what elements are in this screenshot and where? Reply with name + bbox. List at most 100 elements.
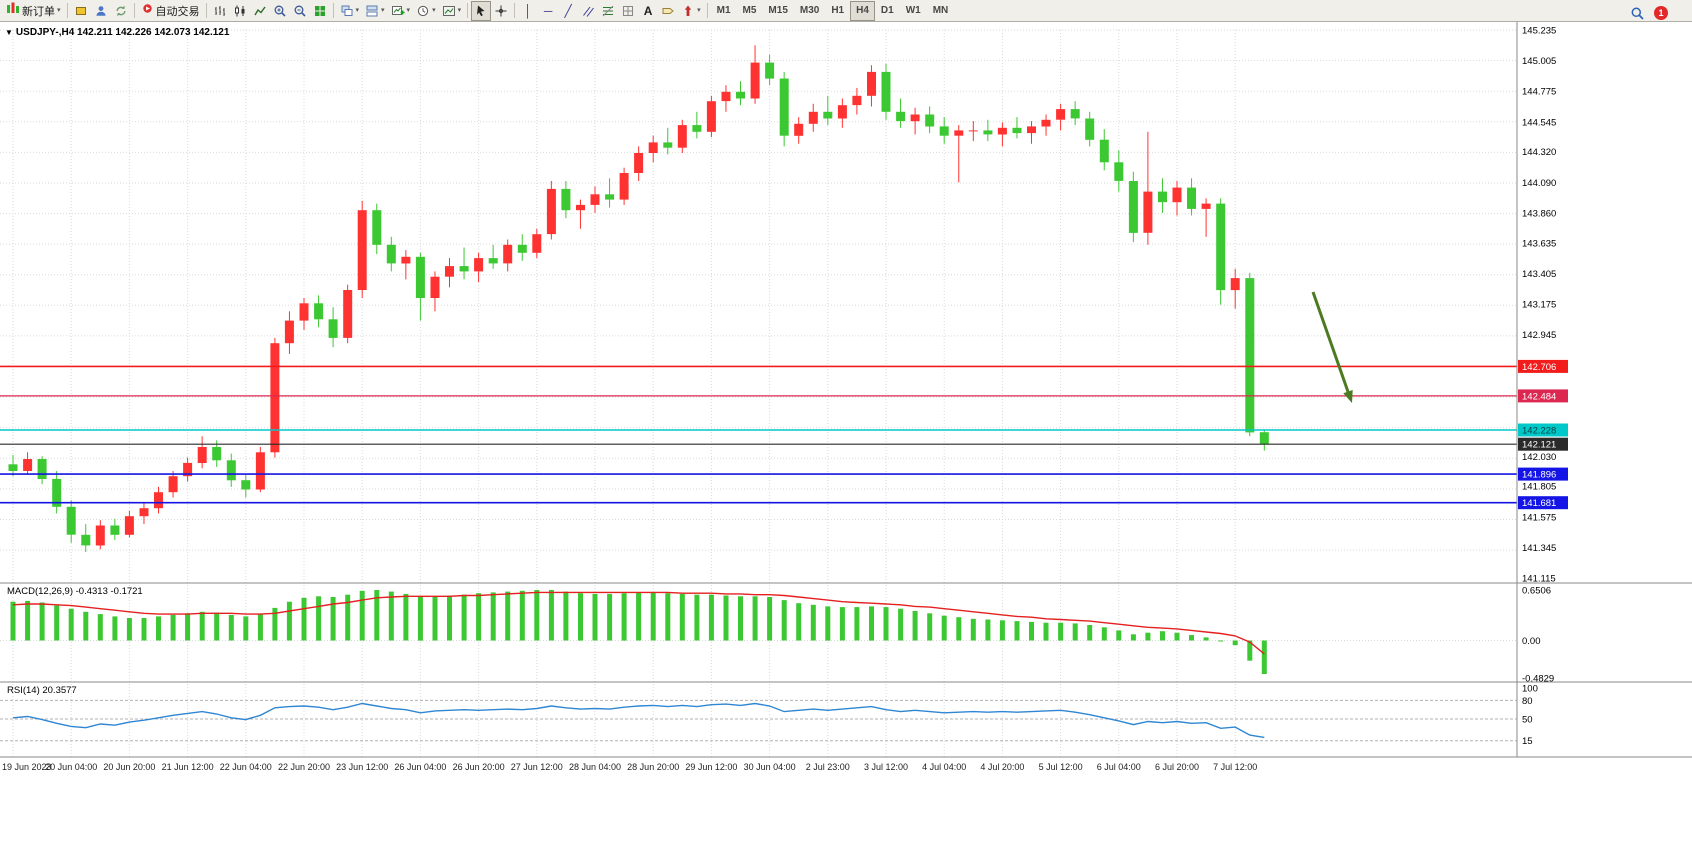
chart-menu-icon[interactable]: ▼ [5, 28, 13, 37]
trendline-tool-button[interactable]: ╱ [558, 1, 578, 21]
toolbar-separator [205, 3, 207, 18]
line-chart-icon [253, 6, 266, 15]
macd-axis-label: 0.6506 [1522, 586, 1551, 597]
svg-text:141.896: 141.896 [1522, 470, 1556, 481]
timeframe-m5-button[interactable]: M5 [737, 1, 763, 21]
tile-windows-icon [314, 5, 325, 16]
auto-trading-label: 自动交易 [155, 5, 200, 18]
time-axis-label: 28 Jun 04:00 [569, 762, 621, 772]
gridlines [0, 29, 1517, 757]
candle-chart-button[interactable] [230, 1, 250, 21]
auto-trading-icon [141, 2, 154, 20]
cursor-tool-button[interactable] [471, 0, 492, 21]
refresh-button[interactable] [111, 1, 131, 21]
price-axis-label: 144.545 [1522, 117, 1556, 128]
macd-header: MACD(12,26,9) -0.4313 -0.1721 [7, 586, 143, 597]
time-axis-label: 3 Jul 12:00 [864, 762, 908, 772]
channel-tool-button[interactable] [578, 1, 598, 21]
cascade-windows-button[interactable]: ▾ [337, 1, 363, 21]
toolbar-separator [66, 3, 68, 18]
line-chart-button[interactable] [250, 1, 270, 21]
svg-text:142.121: 142.121 [1522, 440, 1556, 451]
time-axis-label: 4 Jul 20:00 [980, 762, 1024, 772]
search-button[interactable] [1627, 3, 1648, 23]
chevron-down-icon: ▾ [406, 7, 411, 14]
time-axis-label: 6 Jul 20:00 [1155, 762, 1199, 772]
grid-icon [623, 5, 634, 16]
price-axis-label: 144.320 [1522, 147, 1556, 158]
arrow-annotation[interactable] [1311, 291, 1353, 403]
time-axis-label: 21 Jun 12:00 [162, 762, 214, 772]
label-tool-button[interactable] [658, 1, 678, 21]
search-icon [1631, 7, 1644, 20]
new-order-button[interactable]: 新订单 ▾ [3, 1, 64, 21]
price-axis-label: 142.030 [1522, 452, 1556, 463]
time-axis-label: 26 Jun 20:00 [453, 762, 505, 772]
rsi-header: RSI(14) 20.3577 [7, 685, 77, 696]
macd-axis-label: -0.4829 [1522, 674, 1554, 685]
rsi-axis-label: 15 [1522, 736, 1533, 747]
timeframe-label: MN [932, 5, 949, 16]
time-axis-label: 26 Jun 04:00 [394, 762, 446, 772]
time-axis-label: 7 Jul 12:00 [1213, 762, 1257, 772]
notification-badge[interactable]: 1 [1654, 6, 1668, 20]
grid-tool-button[interactable] [618, 1, 638, 21]
time-axis-label: 30 Jun 04:00 [744, 762, 796, 772]
timeframe-w1-button[interactable]: W1 [900, 1, 927, 21]
time-axis-label: 23 Jun 12:00 [336, 762, 388, 772]
chart-canvas[interactable]: 145.235 145.005 144.775 144.545 144.320 144.0… [0, 22, 1692, 846]
time-axis-label: 29 Jun 12:00 [685, 762, 737, 772]
text-tool-button[interactable]: A [638, 1, 658, 21]
tile-horizontal-button[interactable]: ▾ [362, 1, 388, 21]
arrows-tool-button[interactable]: ▾ [678, 1, 704, 21]
tile-windows-button[interactable] [310, 1, 330, 21]
crosshair-tool-button[interactable] [491, 1, 511, 21]
timeframe-m30-button[interactable]: M30 [794, 1, 825, 21]
time-axis-label: 19 Jun 2023 [2, 762, 52, 772]
bar-chart-button[interactable] [210, 1, 230, 21]
zoom-out-button[interactable] [290, 1, 310, 21]
timeframe-mn-button[interactable]: MN [927, 1, 955, 21]
tile-horizontal-icon [366, 5, 378, 16]
horizontal-line-tool-button[interactable]: ─ [538, 1, 558, 21]
chevron-down-icon: ▾ [697, 7, 701, 14]
arrow-shape-icon [684, 5, 692, 16]
price-badge-142.484: 142.484 [1518, 389, 1568, 403]
zoom-in-button[interactable] [270, 1, 290, 21]
timeframe-d1-button[interactable]: D1 [875, 1, 900, 21]
bar-chart-icon [214, 5, 225, 16]
fibonacci-tool-button[interactable] [598, 1, 618, 21]
toolbar-separator [133, 3, 135, 18]
templates-button[interactable]: ▾ [439, 1, 465, 21]
time-axis-label: 20 Jun 20:00 [103, 762, 155, 772]
periods-button[interactable]: ▾ [413, 1, 439, 21]
market-watch-button[interactable] [91, 1, 111, 21]
candlestick-series [8, 45, 1269, 553]
time-axis-label: 20 Jun 04:00 [45, 762, 97, 772]
candle-chart-icon [234, 5, 245, 16]
time-axis-label: 5 Jul 12:00 [1039, 762, 1083, 772]
symbols-button[interactable] [71, 1, 91, 21]
timeframe-h1-button[interactable]: H1 [825, 1, 850, 21]
timeframe-label: M5 [742, 5, 757, 16]
rsi-line [12, 702, 1265, 739]
timeframe-h4-button[interactable]: H4 [850, 0, 875, 21]
label-icon [662, 7, 674, 14]
vertical-line-tool-button[interactable]: │ [518, 1, 538, 21]
price-badge-141.681: 141.681 [1518, 496, 1568, 510]
channel-icon [583, 6, 594, 17]
timeframe-label: H1 [831, 5, 845, 16]
new-chart-button[interactable]: ▾ [388, 1, 414, 21]
symbol-ohlc-text: USDJPY-,H4 142.211 142.226 142.073 142.1… [15, 27, 230, 38]
cascade-windows-icon [341, 5, 353, 16]
price-axis-label: 141.805 [1522, 482, 1556, 493]
timeframe-m1-button[interactable]: M1 [711, 1, 737, 21]
rsi-levels [0, 699, 1517, 742]
macd-axis-label: 0.00 [1522, 636, 1541, 647]
price-axis-label: 143.860 [1522, 208, 1556, 219]
svg-text:141.681: 141.681 [1522, 498, 1556, 509]
auto-trading-button[interactable]: 自动交易 [138, 1, 203, 21]
timeframe-m15-button[interactable]: M15 [762, 1, 793, 21]
text-icon: A [643, 3, 653, 18]
chart-window: 145.235 145.005 144.775 144.545 144.320 144.0… [0, 22, 1692, 846]
